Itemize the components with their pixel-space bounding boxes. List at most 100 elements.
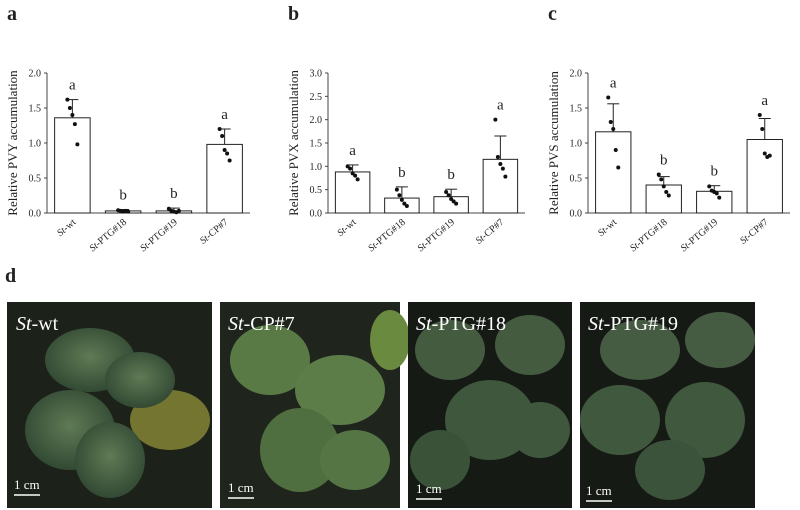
panel-label: c [548, 3, 557, 25]
x-tick-label: St-CP#7 [198, 217, 231, 247]
y-tick-label: 1.5 [310, 139, 323, 150]
y-axis-label: Relative PVS accumulation [546, 71, 561, 215]
y-tick-label: 2.0 [570, 69, 583, 80]
data-point [611, 127, 616, 131]
y-tick-label: 1.0 [29, 139, 42, 150]
data-point [222, 148, 227, 152]
data-point [402, 201, 407, 206]
significance-letter: b [711, 164, 719, 180]
significance-letter: b [447, 167, 455, 183]
data-point [495, 155, 500, 159]
photo-label: St-PTG#18 [416, 313, 506, 335]
y-tick-label: 1.0 [310, 162, 323, 173]
data-point [714, 191, 719, 196]
scale-label: 1 cm [228, 480, 254, 495]
photo-label: St-PTG#19 [588, 313, 678, 335]
data-point [503, 174, 508, 179]
data-point [399, 197, 404, 202]
y-axis-label: Relative PVY accumulation [5, 70, 20, 216]
data-point [65, 97, 70, 102]
data-point [345, 164, 350, 169]
bar [334, 171, 371, 214]
data-point [353, 173, 358, 178]
x-tick-label: St-PTG#19 [415, 217, 457, 254]
bar [482, 158, 519, 214]
data-point [608, 120, 613, 124]
scale-label: 1 cm [14, 477, 40, 492]
data-point [606, 95, 611, 100]
data-point [493, 117, 498, 122]
data-point [760, 127, 765, 131]
y-tick-label: 1.0 [570, 139, 583, 150]
data-point [767, 153, 772, 158]
data-point [355, 177, 360, 182]
data-point [664, 190, 669, 194]
y-tick-label: 0.0 [310, 209, 323, 220]
data-point [350, 171, 355, 176]
x-tick-label: St-PTG#18 [628, 217, 670, 254]
y-tick-label: 2.0 [29, 69, 42, 80]
data-point [613, 148, 618, 152]
data-point [454, 201, 459, 206]
significance-letter: a [349, 143, 356, 159]
data-point [707, 184, 712, 189]
x-tick-label: St-wt [55, 217, 78, 239]
x-tick-label: St-wt [596, 217, 619, 239]
bar [645, 184, 682, 214]
x-tick-label: St-CP#7 [474, 217, 507, 247]
data-point [220, 134, 225, 138]
data-point [446, 193, 451, 198]
significance-letter: a [610, 76, 617, 92]
bar [54, 117, 91, 214]
data-point [176, 208, 181, 213]
data-point [444, 190, 449, 194]
significance-letter: b [398, 165, 406, 181]
x-tick-label: St-CP#7 [738, 217, 771, 247]
data-point [717, 195, 722, 200]
data-point [217, 127, 222, 131]
y-tick-label: 0.5 [310, 185, 323, 196]
data-point [500, 166, 505, 171]
photo-label: St-wt [16, 313, 59, 335]
bar [696, 190, 733, 214]
photo [220, 302, 410, 508]
data-point [397, 193, 402, 198]
x-tick-label: St-wt [335, 217, 358, 239]
y-tick-label: 1.5 [29, 104, 42, 115]
panel-label: a [7, 3, 17, 25]
bar [206, 143, 243, 214]
data-point [762, 151, 767, 156]
y-tick-label: 0.0 [29, 209, 42, 220]
y-tick-label: 1.5 [570, 104, 583, 115]
bar [595, 131, 632, 214]
data-point [404, 204, 409, 208]
data-point [394, 187, 399, 192]
significance-letter: b [170, 186, 178, 202]
significance-letter: a [497, 98, 504, 114]
data-point [227, 158, 232, 163]
bar [746, 139, 783, 214]
data-point [498, 162, 503, 166]
significance-letter: b [119, 188, 127, 204]
photo [580, 302, 755, 508]
x-tick-label: St-PTG#19 [679, 217, 721, 254]
y-tick-label: 0.0 [570, 209, 583, 220]
significance-letter: a [221, 107, 228, 123]
x-tick-label: St-PTG#18 [87, 217, 129, 254]
data-point [757, 113, 762, 117]
photo [7, 302, 212, 508]
data-point [70, 113, 75, 117]
panel-label: d [5, 265, 16, 287]
photo [408, 302, 572, 508]
significance-letter: a [761, 93, 768, 109]
data-point [72, 122, 77, 127]
data-point [126, 209, 131, 214]
y-tick-label: 2.0 [310, 115, 323, 126]
x-tick-label: St-PTG#18 [366, 217, 408, 254]
x-tick-label: St-PTG#19 [138, 217, 180, 254]
data-point [656, 172, 661, 177]
data-point [666, 193, 671, 198]
data-point [348, 166, 353, 171]
data-point [659, 177, 664, 182]
